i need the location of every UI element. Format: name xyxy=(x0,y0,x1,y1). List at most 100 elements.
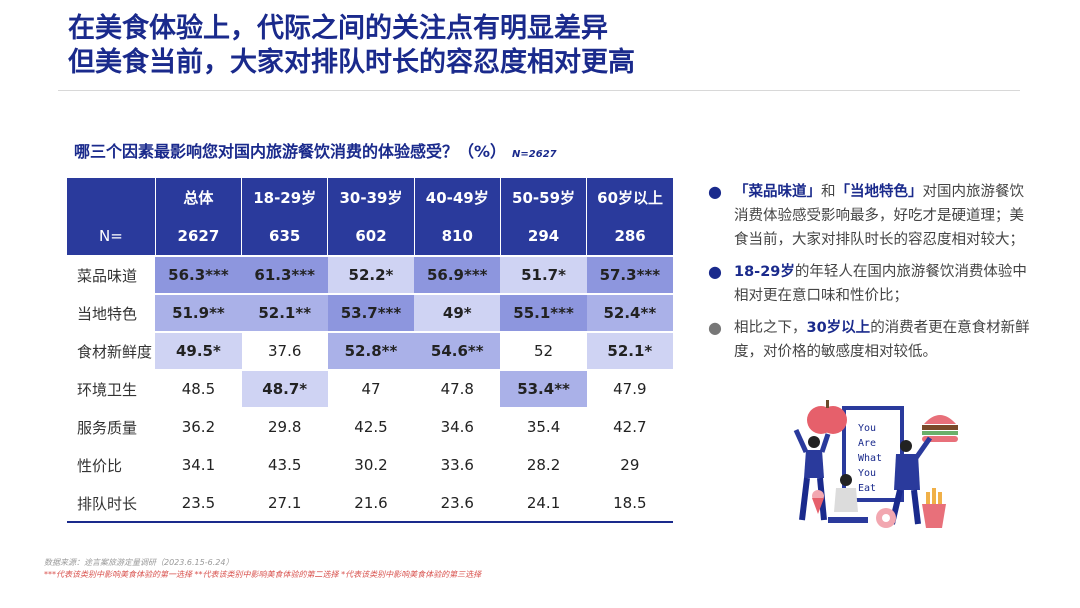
table-cell: 48.7* xyxy=(241,369,328,408)
chalkboard xyxy=(842,406,904,502)
row-label: 性价比 xyxy=(67,445,156,484)
table-cell: 51.7* xyxy=(500,255,587,294)
table-header-cell: 30-39岁 xyxy=(327,178,415,217)
n-row-cell: 286 xyxy=(586,217,673,256)
table-cell: 52.8** xyxy=(327,331,415,370)
row-label: 环境卫生 xyxy=(67,369,156,408)
table-header-corner xyxy=(67,178,156,217)
board-text: Eat xyxy=(858,483,876,494)
insight-text: 的消费者更在意食材新鲜度，对价格的敏感度相对较低。 xyxy=(734,320,1030,360)
table-cell: 54.6** xyxy=(414,331,501,370)
table-cell: 34.1 xyxy=(155,445,242,484)
person-left-icon xyxy=(793,428,831,521)
table-cell: 23.5 xyxy=(155,483,242,523)
table-cell: 57.3*** xyxy=(586,255,673,294)
highlight-text: 「菜品味道」 xyxy=(734,184,821,200)
table-cell: 24.1 xyxy=(500,483,587,523)
table-cell: 36.2 xyxy=(155,407,242,446)
ice-cream-icon xyxy=(812,490,824,514)
table-cell: 29 xyxy=(586,445,673,484)
table-row: 环境卫生 48.5 48.7* 47 47.8 53.4** 47.9 xyxy=(67,369,673,408)
table-cell: 47.9 xyxy=(586,369,673,408)
n-row-cell: 294 xyxy=(499,217,587,256)
table-cell: 56.3*** xyxy=(155,255,242,294)
table-cell: 56.9*** xyxy=(414,255,501,294)
row-label: 服务质量 xyxy=(67,407,156,446)
donut-icon xyxy=(876,508,896,528)
table-row: 当地特色 51.9** 52.1** 53.7*** 49* 55.1*** 5… xyxy=(67,293,673,332)
sample-size: N=2627 xyxy=(512,149,557,160)
board-text: Are xyxy=(858,438,876,449)
n-row-label: N= xyxy=(67,217,156,256)
highlight-text: 「当地特色」 xyxy=(835,184,923,200)
table-header-cell: 40-49岁 xyxy=(413,178,501,217)
significance-footnote: ***代表该类别中影响美食体验的第一选择 **代表该类别中影响美食体验的第二选择… xyxy=(44,570,482,579)
table-header-cell: 60岁以上 xyxy=(586,178,673,217)
table-cell: 52 xyxy=(500,331,587,370)
data-source: 数据来源：途言案旅游定量调研（2023.6.15-6.24） xyxy=(44,558,234,567)
bullet-dot-icon: ● xyxy=(708,262,722,281)
insight-text: 对国内旅游餐饮消费体验感受影响最多，好吃才是硬道理；美食当前，大家对排队时长的容… xyxy=(734,184,1024,248)
board-text: You xyxy=(858,468,876,479)
table-header-row: 总体 18-29岁 30-39岁 40-49岁 50-59岁 60岁以上 xyxy=(67,178,673,217)
results-table: 总体 18-29岁 30-39岁 40-49岁 50-59岁 60岁以上 N= … xyxy=(67,178,673,523)
insight-item: ● 相比之下，30岁以上的消费者更在意食材新鲜度，对价格的敏感度相对较低。 xyxy=(704,316,1034,364)
table-cell: 52.2* xyxy=(327,255,415,294)
table-cell: 30.2 xyxy=(327,445,415,484)
table-header-cell: 18-29岁 xyxy=(241,178,328,217)
title-divider xyxy=(58,90,1020,91)
table-cell: 28.2 xyxy=(500,445,587,484)
table-row: 性价比 34.1 43.5 30.2 33.6 28.2 29 xyxy=(67,445,673,484)
insight-text: 相比之下， xyxy=(734,320,807,336)
survey-question: 哪三个因素最影响您对国内旅游餐饮消费的体验感受？（%） N=2627 xyxy=(74,138,557,162)
table-cell: 52.4** xyxy=(586,293,673,332)
title-line-1: 在美食体验上，代际之间的关注点有明显差异 xyxy=(68,13,608,44)
table-cell: 23.6 xyxy=(414,483,501,523)
table-cell: 33.6 xyxy=(414,445,501,484)
table-cell: 52.1** xyxy=(241,293,328,332)
table-cell: 53.4** xyxy=(500,369,587,408)
table-cell: 47 xyxy=(327,369,415,408)
row-label: 当地特色 xyxy=(67,293,156,332)
table-cell: 34.6 xyxy=(414,407,501,446)
table-cell: 43.5 xyxy=(241,445,328,484)
table-cell: 42.5 xyxy=(327,407,415,446)
highlight-text: 18-29岁 xyxy=(734,264,795,280)
table-cell: 53.7*** xyxy=(327,293,415,332)
apple-icon xyxy=(807,400,847,434)
table-cell: 29.8 xyxy=(241,407,328,446)
row-label: 菜品味道 xyxy=(67,255,156,294)
n-row-cell: 635 xyxy=(241,217,328,256)
page-title: 在美食体验上，代际之间的关注点有明显差异 但美食当前，大家对排队时长的容忍度相对… xyxy=(68,12,1008,80)
table-cell: 51.9** xyxy=(155,293,242,332)
table-row: 服务质量 36.2 29.8 42.5 34.6 35.4 42.7 xyxy=(67,407,673,446)
board-text: What xyxy=(858,453,882,464)
bullet-dot-icon: ● xyxy=(708,182,722,201)
table-header-cell: 50-59岁 xyxy=(499,178,587,217)
board-text: You xyxy=(858,423,876,434)
question-text: 哪三个因素最影响您对国内旅游餐饮消费的体验感受？（%） xyxy=(74,142,507,161)
title-line-2: 但美食当前，大家对排队时长的容忍度相对更高 xyxy=(68,47,635,78)
table-cell: 48.5 xyxy=(155,369,242,408)
table-cell: 27.1 xyxy=(241,483,328,523)
highlight-text: 30岁以上 xyxy=(806,320,871,336)
table-row: 食材新鲜度 49.5* 37.6 52.8** 54.6** 52 52.1* xyxy=(67,331,673,370)
n-row-cell: 810 xyxy=(413,217,501,256)
table-row: 菜品味道 56.3*** 61.3*** 52.2* 56.9*** 51.7*… xyxy=(67,255,673,294)
insight-text: 和 xyxy=(821,184,836,200)
table-cell: 49* xyxy=(414,293,501,332)
bullet-dot-icon: ● xyxy=(708,318,722,337)
table-n-row: N= 2627 635 602 810 294 286 xyxy=(67,217,673,256)
table-cell: 35.4 xyxy=(500,407,587,446)
table-cell: 49.5* xyxy=(155,331,242,370)
n-row-cell: 2627 xyxy=(154,217,242,256)
table-cell: 61.3*** xyxy=(241,255,328,294)
table-cell: 55.1*** xyxy=(500,293,587,332)
table-header-cell: 总体 xyxy=(154,178,242,217)
n-row-cell: 602 xyxy=(327,217,415,256)
table-cell: 47.8 xyxy=(414,369,501,408)
table-cell: 18.5 xyxy=(586,483,673,523)
table-cell: 37.6 xyxy=(241,331,328,370)
insight-text: 的年轻人在国内旅游餐饮消费体验中相对更在意口味和性价比； xyxy=(734,264,1027,304)
food-illustration: You Are What You Eat xyxy=(793,400,958,528)
